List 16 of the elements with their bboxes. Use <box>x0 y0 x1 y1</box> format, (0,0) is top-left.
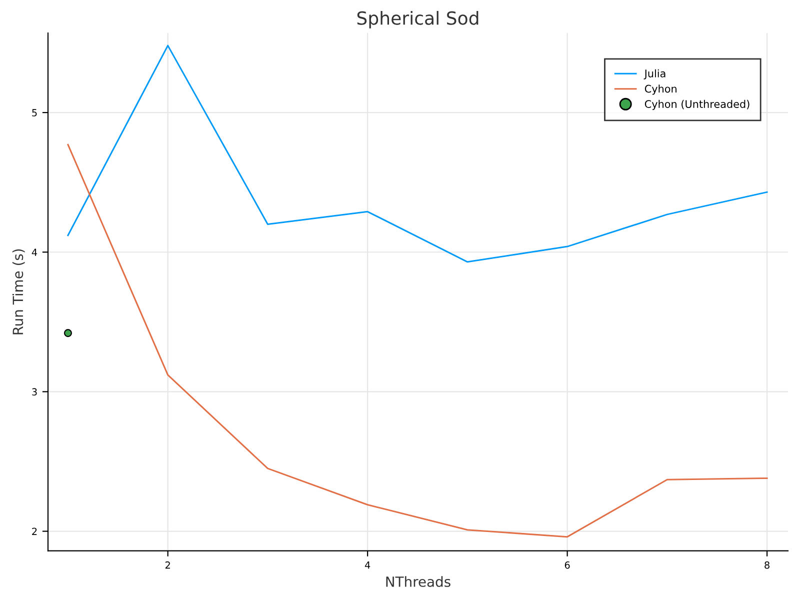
legend-label: Cyhon <box>644 84 676 95</box>
legend-label: Julia <box>644 69 666 80</box>
line-series <box>67 44 768 263</box>
x-tick-label: 2 <box>165 561 170 569</box>
x-tick-label: 6 <box>564 561 570 569</box>
x-tick-label: 8 <box>764 561 770 569</box>
y-tick-label: 4 <box>32 248 38 256</box>
y-tick-label: 2 <box>32 528 37 535</box>
x-tick-label: 4 <box>364 562 370 569</box>
legend-label: Cyhon (Unthreaded) <box>644 100 750 110</box>
y-tick-label: 3 <box>32 388 37 396</box>
line-series <box>67 144 768 538</box>
x-axis-title: NThreads <box>386 576 450 587</box>
y-tick-label: 5 <box>32 109 37 116</box>
y-axis-title: Run Time (s) <box>12 249 25 334</box>
chart-title: Spherical Sod <box>357 10 478 28</box>
